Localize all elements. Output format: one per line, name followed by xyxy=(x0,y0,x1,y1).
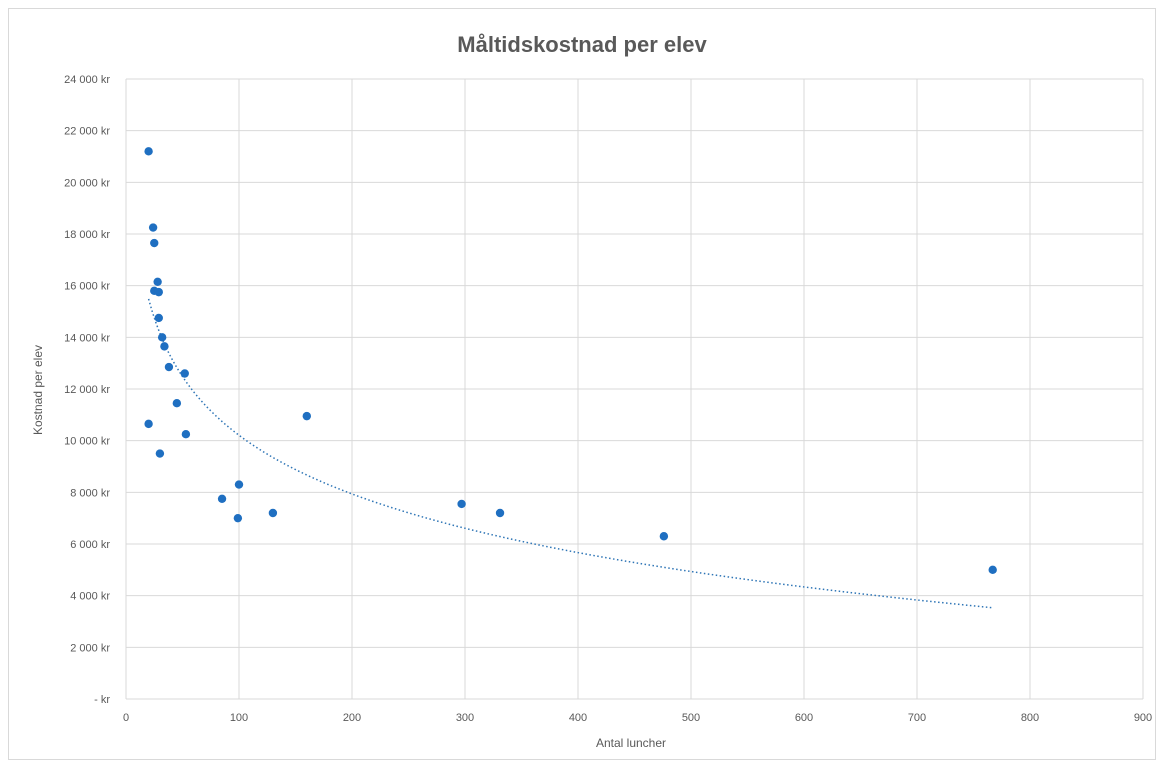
y-tick-label: 2 000 kr xyxy=(70,642,110,654)
data-point xyxy=(217,494,227,503)
y-tick-label: 16 000 kr xyxy=(64,281,110,293)
x-tick-label: 600 xyxy=(795,712,813,724)
data-point xyxy=(302,411,311,421)
y-tick-label: - kr xyxy=(94,694,110,706)
data-point xyxy=(172,399,182,408)
chart-title: Måltidskostnad per elev xyxy=(457,32,707,57)
trendline xyxy=(147,298,993,609)
x-tick-label: 800 xyxy=(1021,712,1039,724)
data-point xyxy=(144,147,153,156)
x-tick-label: 200 xyxy=(343,712,361,724)
data-point xyxy=(153,277,162,286)
data-point xyxy=(144,419,153,429)
data-point xyxy=(154,313,163,323)
chart-frame xyxy=(8,8,1156,760)
x-tick-label: 100 xyxy=(230,712,248,724)
x-tick-label: 500 xyxy=(682,712,700,724)
y-axis-title: Kostnad per elev xyxy=(31,345,45,435)
y-tick-label: 4 000 kr xyxy=(70,591,110,603)
x-tick-label: 0 xyxy=(123,712,129,724)
data-points xyxy=(144,147,997,575)
data-point xyxy=(988,565,997,575)
x-tick-label: 400 xyxy=(569,712,587,724)
x-tick-label: 700 xyxy=(908,712,926,724)
grid-layer xyxy=(125,78,1144,700)
y-tick-label: 20 000 kr xyxy=(64,177,110,189)
data-point xyxy=(495,508,505,518)
data-point xyxy=(233,513,243,523)
data-point xyxy=(180,369,189,378)
x-tick-label: 300 xyxy=(456,712,474,724)
y-tick-label: 10 000 kr xyxy=(64,436,110,448)
x-tick-label: 900 xyxy=(1134,712,1152,724)
y-tick-label: 14 000 kr xyxy=(64,332,110,344)
y-tick-label: 6 000 kr xyxy=(70,539,110,551)
y-tick-label: 18 000 kr xyxy=(64,229,110,241)
data-point xyxy=(150,238,159,248)
data-point xyxy=(154,287,163,297)
y-tick-label: 12 000 kr xyxy=(64,384,110,396)
y-tick-label: 22 000 kr xyxy=(64,126,110,138)
data-point xyxy=(234,480,244,489)
data-point xyxy=(457,499,466,509)
tick-labels: - kr 2 000 kr 4 000 kr 6 000 kr 8 000 kr 10 0… xyxy=(64,74,1152,724)
x-axis-title: Antal luncher xyxy=(596,736,666,750)
data-point xyxy=(659,532,669,541)
data-point xyxy=(164,362,174,372)
data-point xyxy=(155,449,165,458)
y-tick-label: 8 000 kr xyxy=(70,487,110,499)
data-point xyxy=(160,342,169,351)
data-point xyxy=(181,430,191,439)
data-point xyxy=(268,508,278,518)
y-tick-label: 24 000 kr xyxy=(64,74,110,86)
data-point xyxy=(148,223,158,232)
data-point xyxy=(157,333,167,342)
